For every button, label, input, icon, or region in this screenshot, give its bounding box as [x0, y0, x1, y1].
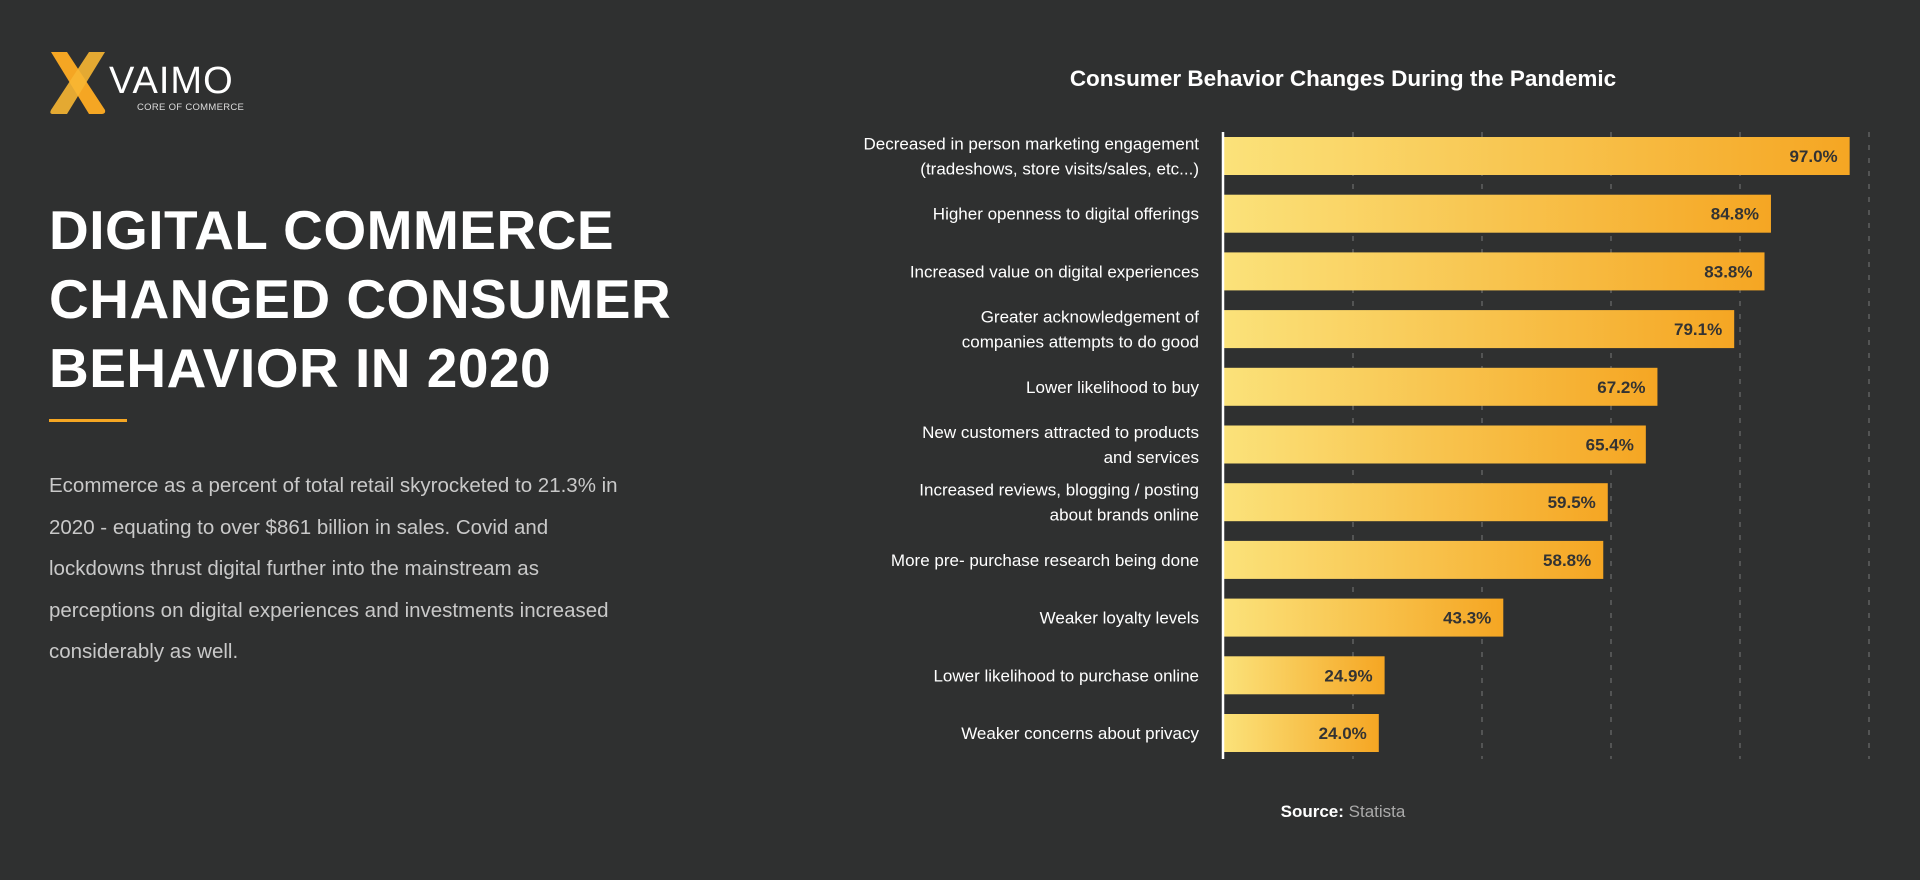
bar: [1224, 598, 1504, 637]
bar: [1224, 483, 1608, 522]
bar-value-label: 24.9%: [1324, 666, 1372, 685]
source-note: Source: Statista: [943, 802, 1743, 822]
bar-value-label: 84.8%: [1711, 205, 1759, 224]
category-label: Increased value on digital experiences: [910, 262, 1199, 281]
category-label: Increased reviews, blogging / posting abo…: [919, 481, 1199, 525]
bar-value-label: 83.8%: [1704, 262, 1752, 281]
category-label: Decreased in person marketing engagement…: [864, 135, 1200, 179]
headline-underline: [49, 419, 127, 422]
bar: [1224, 194, 1771, 233]
category-label: Weaker concerns about privacy: [961, 724, 1199, 743]
category-label: New customers attracted to products and s…: [922, 423, 1199, 467]
bar: [1224, 367, 1658, 406]
bar: [1224, 714, 1379, 752]
category-label: More pre- purchase research being done: [891, 551, 1199, 570]
bar-value-label: 59.5%: [1548, 493, 1596, 512]
bar-value-label: 43.3%: [1443, 609, 1491, 628]
source-label: Source:: [1280, 802, 1344, 821]
source-value: Statista: [1348, 802, 1406, 821]
bar-value-label: 67.2%: [1597, 378, 1645, 397]
logo-x-icon: [50, 52, 106, 114]
intro-paragraph: Ecommerce as a percent of total retail s…: [49, 474, 618, 663]
category-label: Higher openness to digital offerings: [933, 205, 1199, 224]
logo-tagline: CORE OF COMMERCE: [137, 102, 245, 113]
bar: [1224, 540, 1604, 579]
bar: [1224, 656, 1385, 695]
logo-wordmark: VAIMO: [109, 60, 234, 102]
headline: DIGITAL COMMERCE CHANGED CONSUMER BEHAVI…: [49, 199, 672, 399]
bar: [1224, 252, 1765, 291]
vaimo-logo: VAIMO CORE OF COMMERCE: [49, 52, 249, 118]
bar-value-label: 97.0%: [1789, 147, 1837, 166]
bar: [1224, 310, 1735, 349]
bar: [1224, 137, 1850, 175]
category-label: Lower likelihood to purchase online: [933, 666, 1199, 685]
bar-value-label: 24.0%: [1319, 724, 1367, 743]
category-label: Weaker loyalty levels: [1040, 609, 1199, 628]
category-label: Greater acknowledgement of companies atte…: [962, 308, 1199, 352]
bar-value-label: 65.4%: [1586, 436, 1634, 455]
bar-value-label: 58.8%: [1543, 551, 1591, 570]
category-label: Lower likelihood to buy: [1026, 378, 1199, 397]
bar-value-label: 79.1%: [1674, 320, 1722, 339]
bar: [1224, 425, 1646, 464]
chart-title: Consumer Behavior Changes During the Pan…: [1069, 66, 1617, 91]
